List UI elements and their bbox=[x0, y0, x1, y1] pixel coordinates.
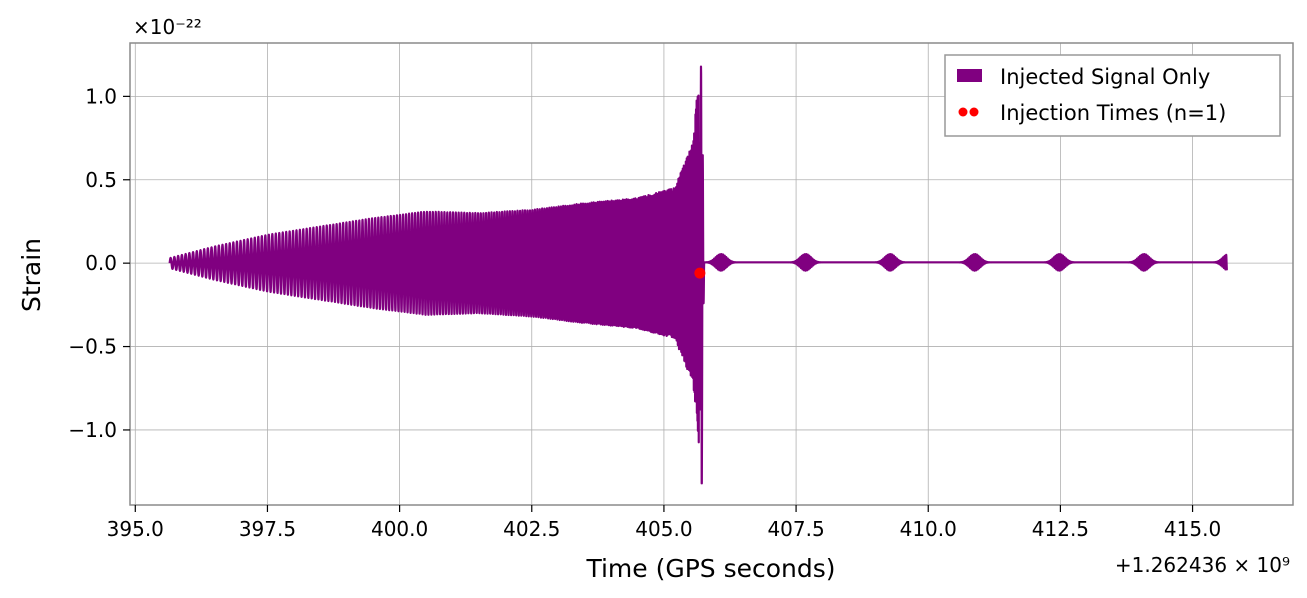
x-tick-label: 412.5 bbox=[1032, 517, 1089, 541]
x-tick-label: 397.5 bbox=[239, 517, 296, 541]
x-axis-title: Time (GPS seconds) bbox=[585, 554, 835, 583]
x-tick-label: 410.0 bbox=[900, 517, 957, 541]
legend-marker-dot bbox=[958, 107, 968, 117]
x-tick-label: 400.0 bbox=[371, 517, 428, 541]
legend-label-injection-times: Injection Times (n=1) bbox=[1000, 101, 1226, 125]
x-tick-label: 402.5 bbox=[503, 517, 560, 541]
legend-label-injected-signal: Injected Signal Only bbox=[1000, 65, 1210, 89]
x-axis-ticks: 395.0 397.5 400.0 402.5 405.0 407.5 410.0 412.5… bbox=[107, 505, 1221, 541]
plot-area bbox=[168, 65, 1229, 485]
x-offset-label: +1.262436 × 10⁹ bbox=[1115, 553, 1290, 577]
x-tick-label: 415.0 bbox=[1164, 517, 1221, 541]
plot-frame bbox=[129, 42, 1294, 506]
x-tick-label: 395.0 bbox=[107, 517, 164, 541]
legend-marker-dot bbox=[969, 107, 979, 117]
legend-box bbox=[944, 54, 1281, 137]
y-tick-label: −1.0 bbox=[68, 418, 117, 442]
legend-patch-injected-signal bbox=[957, 69, 982, 82]
x-tick-label: 405.0 bbox=[635, 517, 692, 541]
injected-signal-waveform bbox=[168, 65, 1229, 485]
x-tick-label: 407.5 bbox=[767, 517, 824, 541]
y-tick-label: 1.0 bbox=[85, 84, 117, 108]
legend: Injected Signal Only Injection Times (n=… bbox=[944, 54, 1281, 137]
y-tick-label: −0.5 bbox=[68, 335, 117, 359]
y-tick-label: 0.0 bbox=[85, 251, 117, 275]
y-scale-label: ×10⁻²² bbox=[133, 15, 202, 39]
y-axis-ticks: 1.0 0.5 0.0 −0.5 −1.0 bbox=[68, 84, 130, 442]
y-axis-title: Strain bbox=[17, 238, 46, 312]
y-tick-label: 0.5 bbox=[85, 168, 117, 192]
injection-time-marker bbox=[694, 267, 706, 279]
